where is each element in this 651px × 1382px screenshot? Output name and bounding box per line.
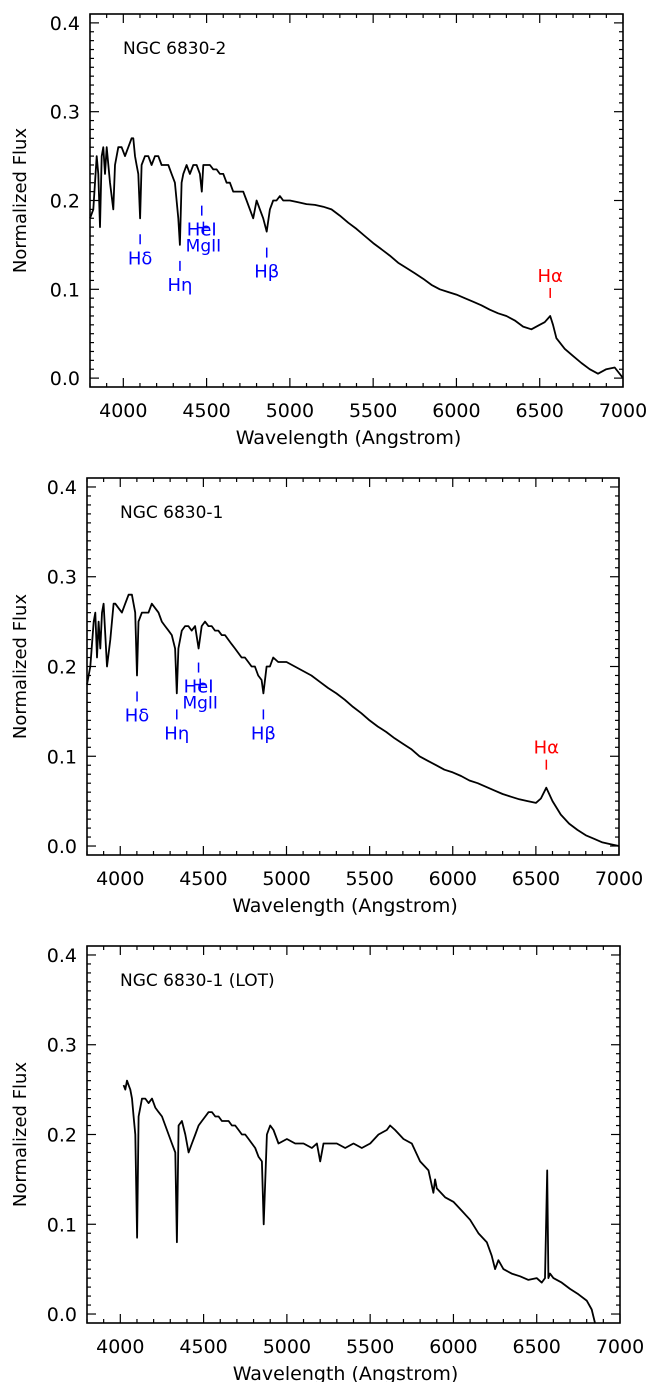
panel-title: NGC 6830-2 [123, 39, 226, 59]
x-tick-label: 5500 [346, 1336, 394, 1358]
y-tick-label: 0.3 [50, 102, 80, 124]
x-axis-label: Wavelength (Angstrom) [236, 427, 462, 449]
panel-title: NGC 6830-1 (LOT) [120, 971, 275, 991]
y-tick-label: 0.4 [50, 13, 80, 35]
y-tick-label: 0.2 [50, 191, 80, 213]
x-tick-label: 4500 [179, 1336, 227, 1358]
chart-panel-1: 4000 4500 5000 5500 6000 6500 7000 0.0 0.1 0.2 0.3… [10, 13, 647, 449]
x-tick-label: 6500 [513, 1336, 561, 1358]
y-tick-label: 0.2 [47, 657, 77, 679]
x-tick-label: 5500 [349, 400, 397, 422]
y-tick-label: 0.4 [47, 945, 77, 967]
spectrum-line [122, 1079, 596, 1324]
line-label: Hδ [128, 248, 153, 269]
line-label: Hδ [125, 705, 150, 726]
x-tick-label: 7000 [596, 1336, 644, 1358]
y-axis-label: Normalized Flux [10, 128, 31, 274]
line-label: HeI [187, 220, 217, 241]
x-tick-label: 6000 [432, 400, 480, 422]
line-label: HeI [184, 677, 214, 698]
spectrum-line [86, 593, 620, 847]
y-tick-label: 0.1 [47, 746, 77, 768]
x-tick-label: 4000 [96, 868, 144, 890]
line-label: Hη [164, 723, 189, 744]
x-tick-label: 4500 [179, 868, 227, 890]
x-tick-label: 5000 [262, 868, 310, 890]
y-tick-label: 0.0 [47, 1304, 77, 1326]
spectrum-line [89, 137, 624, 379]
x-tick-label: 6000 [429, 1336, 477, 1358]
x-tick-label: 5000 [263, 1336, 311, 1358]
line-label: MgII [182, 694, 218, 714]
x-tick-label: 6000 [429, 868, 477, 890]
x-tick-label: 7000 [599, 400, 647, 422]
line-label: Hα [538, 266, 563, 287]
line-label: Hβ [254, 262, 279, 283]
panel-title: NGC 6830-1 [120, 503, 223, 523]
chart-panel-3: 4000 4500 5000 5500 6000 6500 7000 0.0 0.1 0.2 0.3… [10, 945, 644, 1382]
line-label: Hη [167, 275, 192, 296]
x-tick-label: 6500 [516, 400, 564, 422]
y-tick-label: 0.0 [50, 368, 80, 390]
y-tick-label: 0.3 [47, 567, 77, 589]
y-tick-label: 0.1 [47, 1214, 77, 1236]
line-label: MgII [186, 237, 222, 257]
x-tick-label: 4000 [96, 1336, 144, 1358]
x-tick-label: 5000 [266, 400, 314, 422]
x-tick-label: 4500 [182, 400, 230, 422]
line-label: Hα [534, 738, 559, 759]
y-axis-label: Normalized Flux [10, 594, 31, 740]
plot-frame [86, 945, 621, 1324]
y-tick-label: 0.4 [47, 477, 77, 499]
x-tick-label: 5500 [345, 868, 393, 890]
y-tick-label: 0.0 [47, 836, 77, 858]
chart-panel-2: 4000 4500 5000 5500 6000 6500 7000 0.0 0.1 0.2 0.3… [10, 477, 643, 917]
x-axis-label: Wavelength (Angstrom) [232, 895, 458, 917]
y-tick-label: 0.1 [50, 279, 80, 301]
line-label: Hβ [251, 723, 276, 744]
y-tick-label: 0.2 [47, 1125, 77, 1147]
x-tick-label: 6500 [512, 868, 560, 890]
x-axis-label: Wavelength (Angstrom) [233, 1363, 459, 1382]
x-tick-label: 4000 [99, 400, 147, 422]
plot-frame [89, 13, 624, 388]
plot-frame [86, 477, 620, 856]
y-axis-label: Normalized Flux [10, 1062, 31, 1208]
y-tick-label: 0.3 [47, 1035, 77, 1057]
x-tick-label: 7000 [595, 868, 643, 890]
